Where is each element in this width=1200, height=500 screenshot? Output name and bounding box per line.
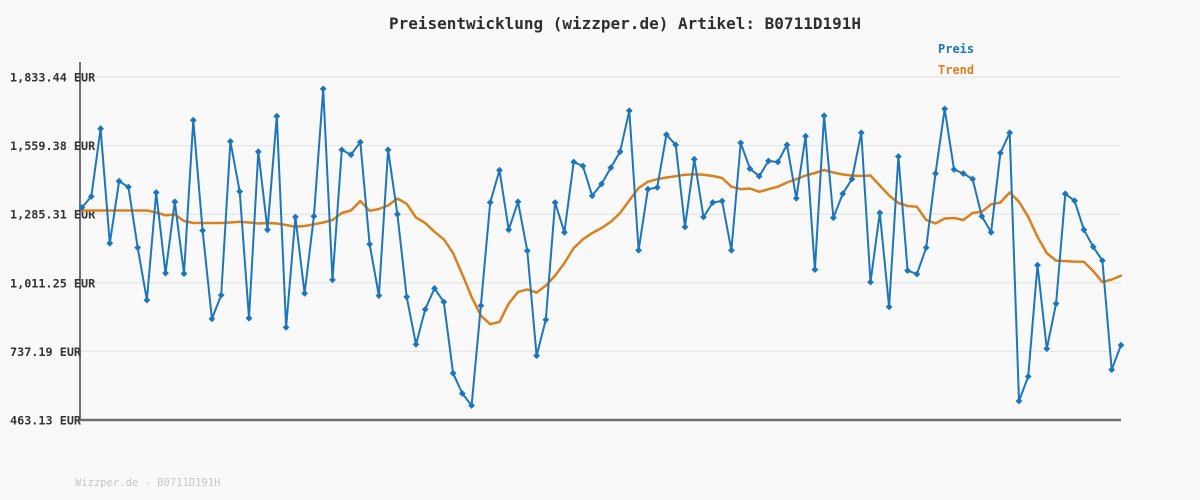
chart-title: Preisentwicklung (wizzper.de) Artikel: B…	[388, 14, 861, 33]
series-markers-preis	[78, 85, 1125, 409]
y-axis-label: 1,833.44 EUR	[10, 71, 96, 85]
legend: Preis Trend	[938, 39, 974, 81]
watermark: Wizzper.de - B0711D191H	[75, 477, 221, 489]
y-axis-label: 1,011.25 EUR	[10, 276, 96, 290]
series-line-trend	[80, 168, 1123, 326]
legend-item-trend: Trend	[938, 63, 975, 77]
series-line-preis	[81, 87, 1122, 407]
y-axis-label: 463.13 EUR	[10, 414, 82, 428]
y-axis-label: 1,285.31 EUR	[10, 208, 96, 222]
legend-item-preis: Preis	[938, 42, 975, 56]
y-axis-label: 1,559.38 EUR	[10, 139, 96, 153]
y-axis-label: 737.19 EUR	[10, 345, 82, 359]
